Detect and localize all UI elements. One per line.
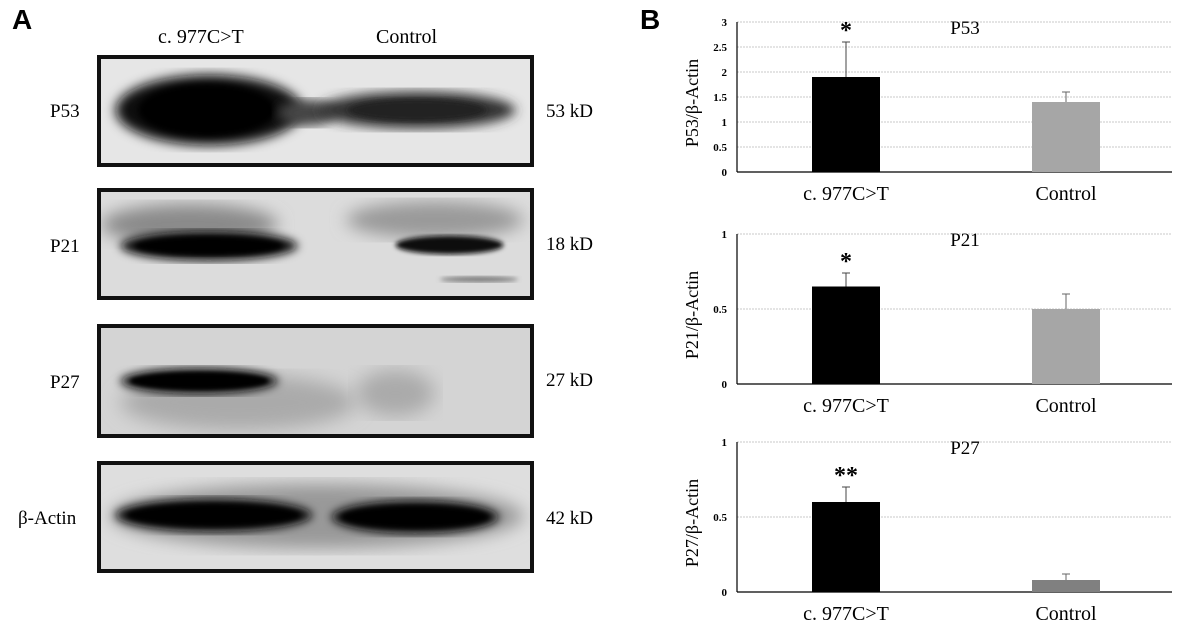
p27-ytick-label: 1 (722, 437, 728, 449)
blot-kd-beta-actin: 42 kD (546, 508, 593, 529)
p27-bar-1 (1032, 580, 1100, 592)
p21-ylabel: P21/β-Actin (682, 271, 702, 359)
p53-chart-title: P53 (950, 18, 980, 39)
chart-p21: 0 0.5 1 * c. 977C>T Control P21 P21/β-Actin (660, 222, 1200, 422)
p53-category-label-0: c. 977C>T (803, 183, 889, 205)
blot-p53 (97, 55, 534, 167)
blot-label-beta-actin: β-Actin (18, 508, 77, 529)
panel-a-label: A (12, 4, 33, 35)
blot-column-control: Control (376, 26, 438, 48)
p21-bar-1 (1032, 309, 1100, 384)
p27-category-label-1: Control (1035, 603, 1097, 625)
p53-ytick-label: 2 (722, 67, 728, 79)
p27-ytick-label: 0.5 (713, 512, 727, 524)
chart-p27: 0 0.5 1 ** c. 977C>T Control P27 P27/β-Actin (660, 430, 1200, 630)
p53-ytick-label: 0 (722, 167, 728, 179)
blot-p21 (97, 188, 534, 300)
blot-kd-p21: 18 kD (546, 234, 593, 255)
p53-category-label-1: Control (1035, 183, 1097, 205)
p27-chart-title: P27 (950, 438, 980, 459)
panel-b-label: B (640, 4, 661, 35)
p27-significance-0: ** (834, 463, 858, 489)
p53-ytick-label: 0.5 (713, 142, 727, 154)
p53-ytick-label: 1 (722, 117, 728, 129)
p27-bar-0 (812, 502, 880, 592)
p21-category-label-1: Control (1035, 395, 1097, 417)
p21-chart-title: P21 (950, 230, 980, 251)
blot-label-p21: P21 (50, 236, 80, 257)
p53-ylabel: P53/β-Actin (682, 59, 702, 147)
blot-kd-p53: 53 kD (546, 101, 593, 122)
blot-column-mutant: c. 977C>T (158, 26, 244, 48)
p21-significance-0: * (840, 249, 852, 275)
p53-ytick-label: 3 (722, 17, 728, 29)
p21-ytick-label: 0.5 (713, 304, 727, 316)
p53-ytick-label: 2.5 (713, 42, 727, 54)
p53-bar-1 (1032, 102, 1100, 172)
blot-p27 (97, 324, 534, 438)
chart-p21-svg: 0 0.5 1 * c. 977C>T Control P21 P21/β-Actin (682, 229, 1172, 417)
blot-label-p53: P53 (50, 101, 80, 122)
blot-label-p27: P27 (50, 372, 80, 393)
p27-category-label-0: c. 977C>T (803, 603, 889, 625)
p27-ytick-label: 0 (722, 587, 728, 599)
p21-ytick-label: 0 (722, 379, 728, 391)
p27-ylabel: P27/β-Actin (682, 479, 702, 567)
p21-ytick-label: 1 (722, 229, 728, 241)
chart-p27-svg: 0 0.5 1 ** c. 977C>T Control P27 P27/β-Actin (682, 437, 1172, 625)
chart-p53: 0 0.5 1 1.5 2 2.5 3 * c. 977C>T Control P53 P53/β-A… (660, 10, 1200, 210)
p53-significance-0: * (840, 18, 852, 44)
chart-p53-svg: 0 0.5 1 1.5 2 2.5 3 * c. 977C>T Control P53 P53/β-A… (682, 17, 1172, 205)
blot-beta-actin (97, 461, 534, 573)
p21-bar-0 (812, 286, 880, 384)
blot-kd-p27: 27 kD (546, 370, 593, 391)
p21-category-label-0: c. 977C>T (803, 395, 889, 417)
p53-ytick-label: 1.5 (713, 92, 727, 104)
p53-bar-0 (812, 77, 880, 172)
